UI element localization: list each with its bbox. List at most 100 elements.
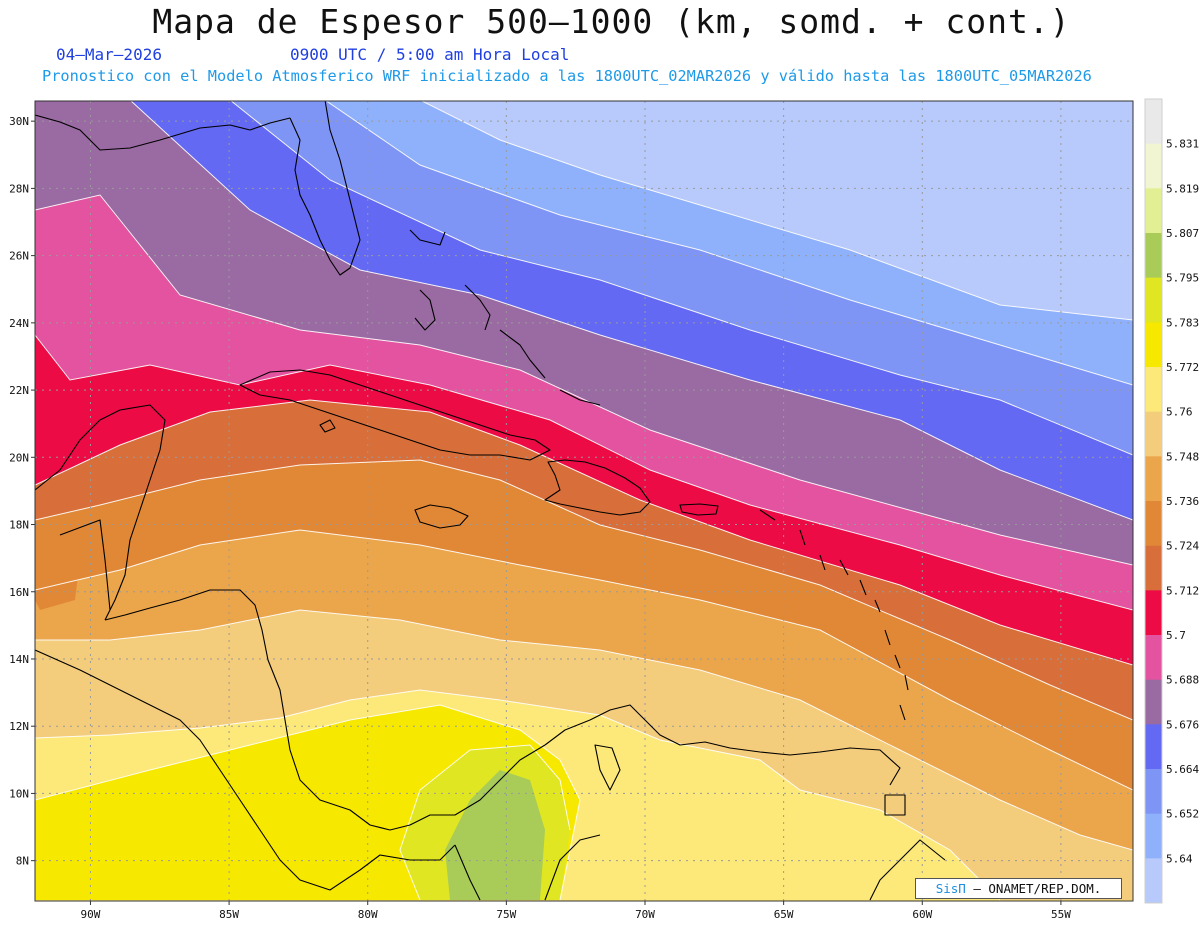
- colorbar-swatch: [1145, 724, 1162, 770]
- lat-tick-label: 14N: [9, 653, 29, 666]
- band-5796: [445, 770, 545, 900]
- colorbar-swatch: [1145, 99, 1162, 145]
- map-title: Mapa de Espesor 500–1000 (km, somd. + co…: [152, 2, 1071, 41]
- colorbar-label: 5.724: [1166, 540, 1199, 553]
- colorbar-label: 5.688: [1166, 674, 1199, 687]
- lon-tick-label: 70W: [635, 908, 655, 921]
- jamaica: [414, 504, 469, 529]
- colorbar-label: 5.831: [1166, 138, 1199, 151]
- credit-text: – ONAMET/REP.DOM.: [965, 881, 1102, 896]
- lesser-antilles: [759, 509, 909, 721]
- lat-tick-label: 10N: [9, 787, 29, 800]
- isla-juventud: [319, 419, 336, 433]
- colorbar-swatch: [1145, 635, 1162, 681]
- colorbar-label: 5.807: [1166, 227, 1199, 240]
- contour-lines: [35, 101, 1133, 901]
- band-5700: [35, 195, 1133, 610]
- colorbar-label: 5.712: [1166, 584, 1199, 597]
- colorbar-swatch: [1145, 233, 1162, 279]
- bahamas-1: [409, 229, 446, 246]
- bahamas-4: [499, 329, 546, 379]
- lon-tick-label: 60W: [912, 908, 932, 921]
- coast-gulf-north: [35, 114, 291, 151]
- lon-tick-label: 65W: [774, 908, 794, 921]
- forecast-time: 0900 UTC / 5:00 am Hora Local: [290, 45, 570, 64]
- colorbar-label: 5.772: [1166, 361, 1199, 374]
- colorbar: 5.831 5.819 5.807 5.795 5.783 5.772 5.76 5.748 5…: [1144, 98, 1199, 904]
- bahamas-5: [559, 389, 601, 406]
- band-5748: [35, 530, 1133, 850]
- band-5688: [35, 101, 1133, 565]
- colorbar-swatch: [1145, 277, 1162, 323]
- cuba: [239, 369, 551, 461]
- colorbar-swatch: [1145, 545, 1162, 591]
- colorbar-swatch: [1145, 188, 1162, 234]
- plot-frame: [34, 100, 1134, 902]
- lon-tick-label: 55W: [1051, 908, 1071, 921]
- sispi-logo: SisΠ: [935, 881, 966, 896]
- lat-tick-label: 20N: [9, 451, 29, 464]
- band-5640: [422, 101, 1133, 320]
- lat-tick-label: 16N: [9, 586, 29, 599]
- lat-tick-label: 22N: [9, 384, 29, 397]
- lat-tick-label: 26N: [9, 250, 29, 263]
- colorbar-swatch: [1145, 679, 1162, 725]
- colorbar-swatch: [1145, 143, 1162, 189]
- bahamas-3: [464, 284, 491, 331]
- latitude-labels: 30N 28N 26N 24N 22N 20N 18N 16N 14N 12N 10N 8N: [9, 115, 35, 868]
- coast-florida: [289, 101, 361, 276]
- colorbar-label: 5.748: [1166, 450, 1199, 463]
- band-5760: [35, 610, 1133, 900]
- colorbar-label: 5.736: [1166, 495, 1199, 508]
- colombia-venezuela-coast: [544, 704, 901, 786]
- colorbar-swatch: [1145, 813, 1162, 859]
- lat-tick-label: 8N: [16, 855, 29, 868]
- band-5736-gulf-patch: [35, 540, 80, 610]
- colorbar-swatch: [1145, 456, 1162, 502]
- colorbar-label: 5.76: [1166, 406, 1193, 419]
- lat-tick-label: 24N: [9, 317, 29, 330]
- band-5712: [35, 335, 1133, 665]
- colorbar-swatch: [1145, 322, 1162, 368]
- colorbar-swatch: [1145, 411, 1162, 457]
- border-mexico: [59, 519, 111, 611]
- colorbar-swatch: [1145, 501, 1162, 547]
- colorbar-label: 5.783: [1166, 316, 1199, 329]
- coastlines: [35, 101, 946, 901]
- colorbar-swatch: [1145, 367, 1162, 413]
- lon-tick-label: 85W: [219, 908, 239, 921]
- puerto-rico: [679, 503, 719, 516]
- model-run-info: Pronostico con el Modelo Atmosferico WRF…: [42, 67, 1092, 85]
- lake-maracaibo: [594, 744, 621, 791]
- colorbar-swatch: [1145, 769, 1162, 815]
- colorbar-label: 5.664: [1166, 763, 1199, 776]
- colorbar-label: 5.819: [1166, 182, 1199, 195]
- yucatan-coast: [35, 404, 166, 621]
- trinidad: [884, 794, 906, 816]
- hispaniola: [544, 459, 651, 516]
- lat-tick-label: 12N: [9, 720, 29, 733]
- lon-tick-label: 90W: [81, 908, 101, 921]
- lon-tick-label: 80W: [358, 908, 378, 921]
- longitude-labels: 90W 85W 80W 75W 70W 65W 60W 55W: [81, 901, 1071, 921]
- lon-tick-label: 75W: [496, 908, 516, 921]
- band-5664: [231, 101, 1133, 455]
- colorbar-swatch: [1145, 858, 1162, 904]
- thickness-field: [35, 101, 1133, 901]
- colorbar-label: 5.652: [1166, 808, 1199, 821]
- gridlines: [35, 101, 1133, 901]
- colorbar-label: 5.7: [1166, 629, 1186, 642]
- colorbar-label: 5.64: [1166, 852, 1193, 865]
- forecast-date: 04–Mar–2026: [56, 45, 162, 64]
- lat-tick-label: 18N: [9, 519, 29, 532]
- band-5652: [326, 101, 1133, 385]
- credit-box: SisΠ – ONAMET/REP.DOM.: [915, 878, 1122, 899]
- lat-tick-label: 28N: [9, 182, 29, 195]
- central-america-caribbean: [104, 589, 546, 831]
- bahamas-2: [414, 289, 436, 331]
- lat-tick-label: 30N: [9, 115, 29, 128]
- colorbar-label: 5.676: [1166, 718, 1199, 731]
- south-america-inland: [454, 834, 946, 901]
- colorbar-label: 5.795: [1166, 272, 1199, 285]
